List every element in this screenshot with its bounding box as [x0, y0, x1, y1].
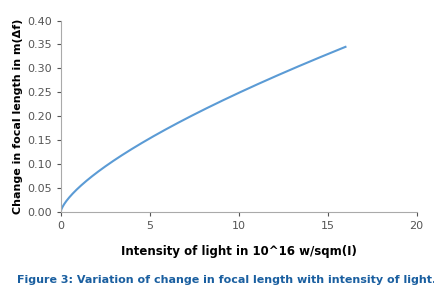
Text: Figure 3: Variation of change in focal length with intensity of light.: Figure 3: Variation of change in focal l…	[17, 275, 434, 285]
Y-axis label: Change in focal length in m(Δf): Change in focal length in m(Δf)	[13, 19, 23, 214]
Text: Intensity of light in 10^16 w/sqm(I): Intensity of light in 10^16 w/sqm(I)	[121, 245, 357, 258]
